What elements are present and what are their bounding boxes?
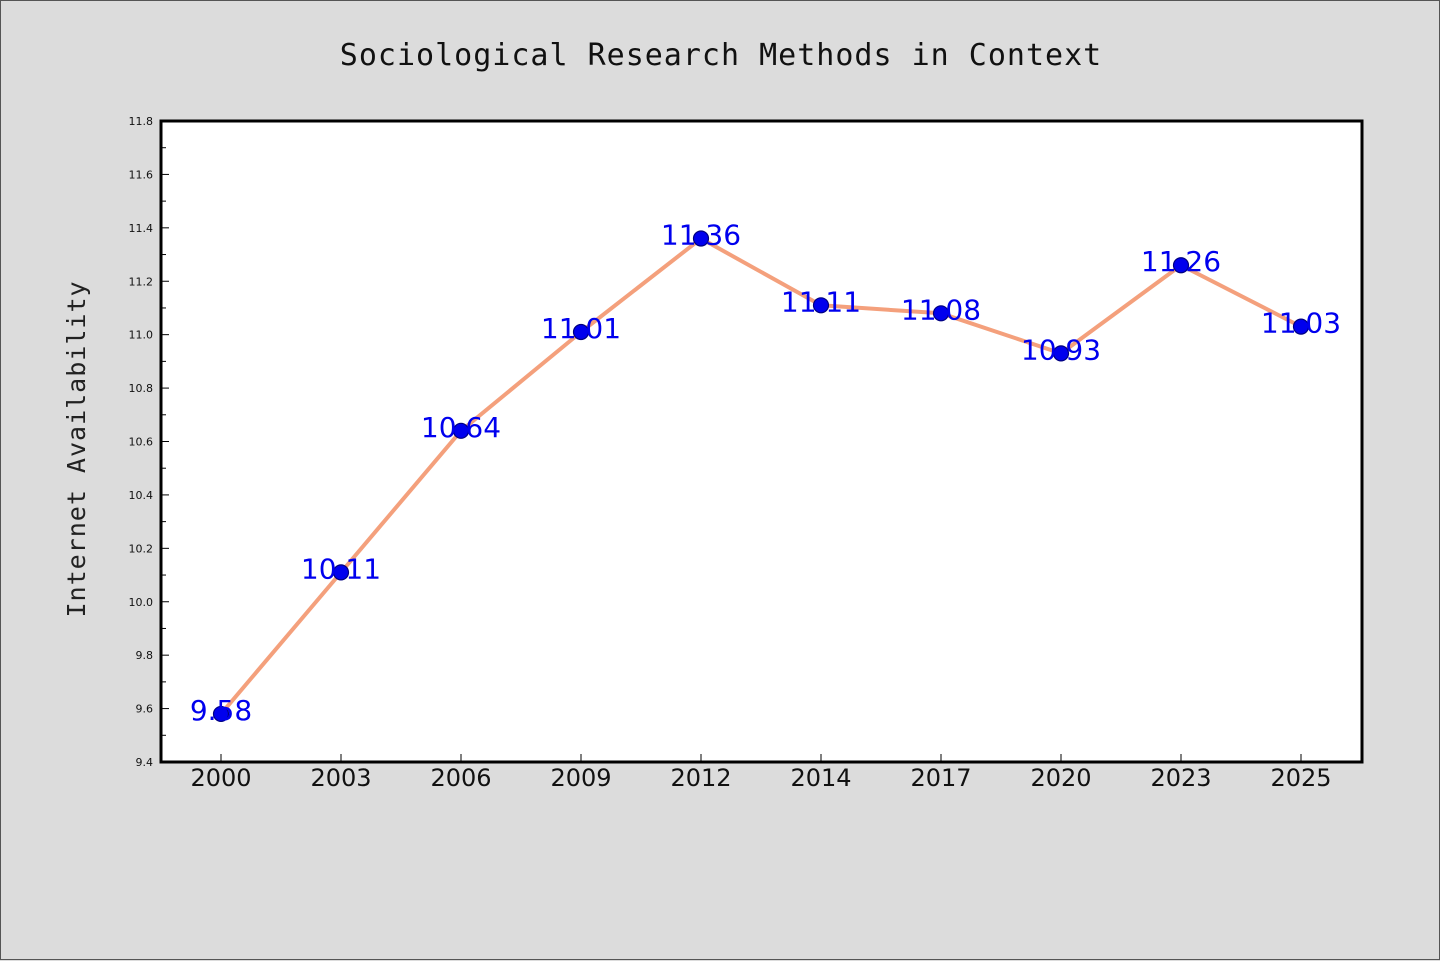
x-tick-label: 2017: [910, 764, 971, 792]
x-tick-label: 2006: [430, 764, 491, 792]
x-tick-label: 2014: [790, 764, 851, 792]
data-point: [812, 297, 830, 314]
data-point: [1172, 257, 1190, 274]
data-point: [332, 564, 350, 581]
data-label: 11.26: [1141, 245, 1221, 278]
x-tick-label: 2012: [670, 764, 731, 792]
y-tick-label: 11.8: [129, 115, 154, 128]
data-point: [572, 323, 590, 341]
y-tick-label: 9.6: [136, 703, 154, 716]
x-tick-label: 2000: [190, 764, 251, 792]
y-tick-label: 10.2: [129, 542, 154, 555]
data-point: [932, 305, 950, 322]
plot-frame: [159, 119, 1364, 764]
data-label: 11.08: [901, 293, 981, 326]
x-tick-label: 2009: [550, 764, 611, 792]
data-label: 11.11: [781, 285, 861, 318]
y-tick-label: 11.4: [129, 222, 154, 235]
y-tick-label: 10.6: [129, 436, 154, 449]
data-point: [212, 705, 230, 723]
plot-area: [161, 121, 1362, 762]
data-label: 11.36: [661, 219, 741, 252]
y-tick-label: 11.0: [129, 329, 154, 342]
data-label: 11.01: [541, 312, 621, 345]
series-line: [219, 236, 1302, 716]
y-tick-label: 11.6: [129, 168, 154, 181]
x-axis: 2000 2003 2006 2009 2012 2014 2017 2020 2023 2025: [190, 754, 1332, 792]
y-axis: 9.4 9.6 9.8 10.0 10.2 10.4 10.6 10.8 11.0 11.2 11.…: [129, 115, 169, 769]
y-axis-label: Internet Availability: [62, 280, 91, 617]
x-tick-label: 2020: [1030, 764, 1091, 792]
data-label: 10.93: [1021, 333, 1101, 366]
data-point: [452, 422, 470, 439]
x-tick-label: 2025: [1270, 764, 1331, 792]
y-tick-label: 9.4: [136, 756, 154, 769]
data-label: 11.03: [1261, 307, 1341, 340]
data-point: [692, 230, 710, 247]
x-tick-label: 2003: [310, 764, 371, 792]
y-tick-label: 9.8: [136, 649, 154, 662]
data-labels: 9.58 10.11 10.64 11.01 11.36 11.11 11.08 10.93 1…: [190, 219, 1341, 727]
data-point: [1292, 318, 1310, 335]
y-tick-label: 10.0: [129, 596, 154, 609]
data-label: 10.11: [301, 552, 381, 585]
x-tick-label: 2023: [1150, 764, 1211, 792]
y-tick-label: 10.8: [129, 382, 154, 395]
y-tick-label: 11.2: [129, 275, 154, 288]
series-line-group: [212, 230, 1310, 723]
data-point: [1052, 345, 1070, 362]
data-label: 9.58: [190, 694, 252, 727]
y-tick-label: 10.4: [129, 489, 154, 502]
data-label: 10.64: [421, 411, 501, 444]
chart-title: Sociological Research Methods in Context: [340, 38, 1102, 73]
